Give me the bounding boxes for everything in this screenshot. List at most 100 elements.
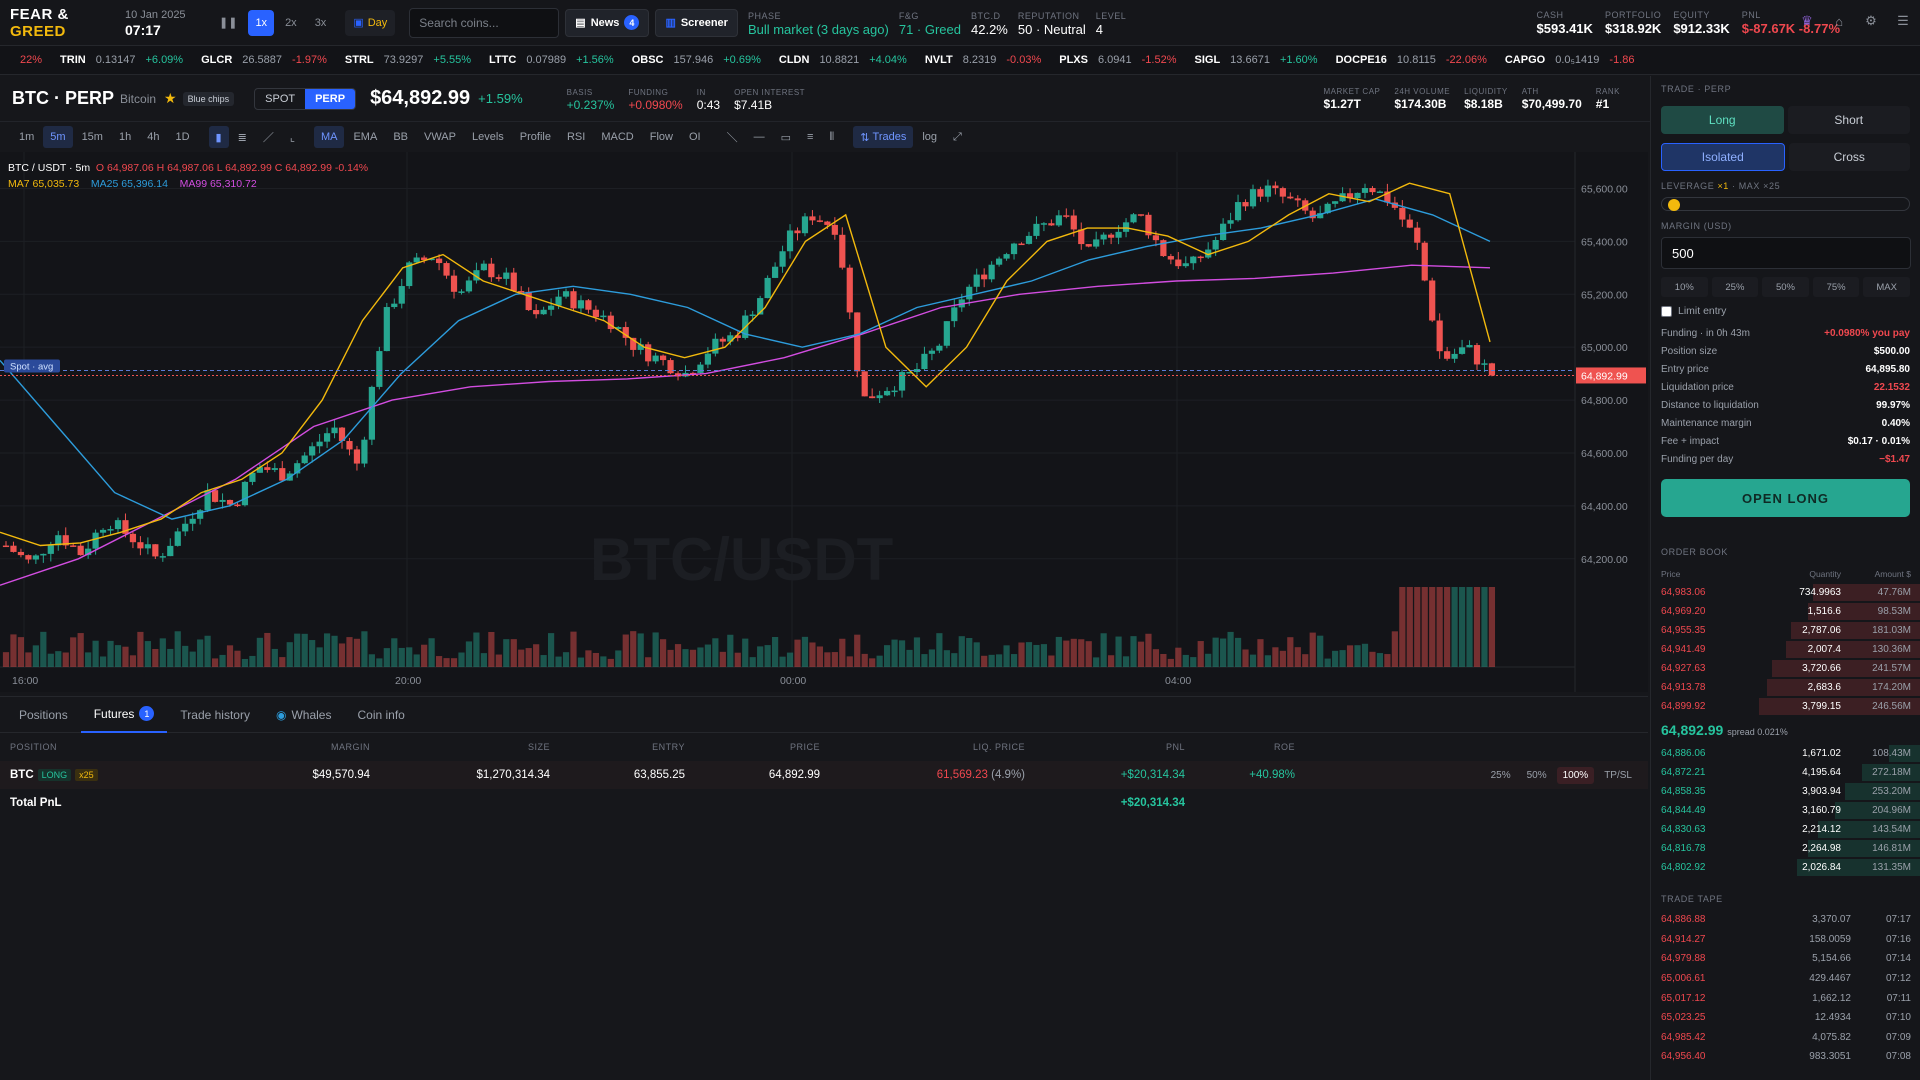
ticker-item[interactable]: LTTC 0.07989 +1.56% xyxy=(489,54,614,66)
long-button[interactable]: Long xyxy=(1661,106,1784,134)
screener-button[interactable]: ▥ Screener xyxy=(655,8,738,37)
indicator-oi[interactable]: OI xyxy=(688,131,701,143)
pause-tool-icon[interactable]: ⦀ xyxy=(829,130,835,143)
trophy-icon[interactable]: ♛ xyxy=(1801,13,1813,28)
candle-body xyxy=(757,298,764,315)
pct-75-button[interactable]: 75% xyxy=(1812,277,1860,297)
tab-positions[interactable]: Positions xyxy=(19,707,68,722)
fib-tool-icon[interactable]: ≡ xyxy=(806,131,814,143)
indicator-ema[interactable]: EMA xyxy=(353,131,378,143)
bars-icon[interactable]: ≣ xyxy=(237,131,247,144)
ticker-item[interactable]: CAPGO 0.0₅1419 -1.86 xyxy=(1504,54,1635,66)
interval-1h[interactable]: 1h xyxy=(118,131,132,143)
interval-4h[interactable]: 4h xyxy=(147,131,160,143)
indicator-vwap[interactable]: VWAP xyxy=(424,131,456,143)
close-25-button[interactable]: 25% xyxy=(1490,769,1511,781)
ticker-item[interactable]: DOCPE16 10.8115 -22.06% xyxy=(1335,54,1487,66)
tpsl-button[interactable]: TP/SL xyxy=(1604,769,1632,781)
bid-row[interactable]: 64,858.35 3,903.94 253.20M xyxy=(1651,782,1920,801)
pct-max-button[interactable]: MAX xyxy=(1863,277,1910,297)
isolated-button[interactable]: Isolated xyxy=(1661,143,1785,171)
bid-row[interactable]: 64,802.92 2,026.84 131.35M xyxy=(1651,858,1920,877)
tab-coin-info[interactable]: Coin info xyxy=(357,707,405,722)
ticker-item[interactable]: PLXS 6.0941 -1.52% xyxy=(1059,54,1177,66)
interval-15m[interactable]: 15m xyxy=(81,131,103,143)
indicator-ma[interactable]: MA xyxy=(313,126,345,148)
ask-row[interactable]: 64,969.20 1,516.6 98.53M xyxy=(1651,602,1920,621)
pct-25-button[interactable]: 25% xyxy=(1711,277,1759,297)
bank-icon[interactable]: ⌂ xyxy=(1835,13,1843,29)
pct-10-button[interactable]: 10% xyxy=(1661,277,1708,297)
ask-row[interactable]: 64,899.92 3,799.15 246.56M xyxy=(1651,697,1920,716)
cross-button[interactable]: Cross xyxy=(1788,143,1910,171)
close-100-button[interactable]: 100% xyxy=(1556,766,1595,784)
ticker-item[interactable]: TRIN 0.13147 +6.09% xyxy=(60,54,184,66)
ask-row[interactable]: 64,913.78 2,683.6 174.20M xyxy=(1651,678,1920,697)
fullscreen-icon[interactable]: ⤢ xyxy=(953,130,962,143)
rect-tool-icon[interactable]: ▭ xyxy=(780,131,791,144)
candles-icon[interactable]: ▮ xyxy=(208,126,229,148)
ticker-item[interactable]: STRL 73.9297 +5.55% xyxy=(344,54,472,66)
indicator-profile[interactable]: Profile xyxy=(519,131,551,143)
search-input[interactable] xyxy=(409,7,560,38)
area-chart-icon[interactable]: ⌞ xyxy=(289,131,295,144)
price-chart[interactable]: 65,600.00 65,400.00 65,200.00 65,000.00 64,8… xyxy=(0,152,1648,692)
ticker-item[interactable]: CLDN 10.8821 +4.04% xyxy=(778,54,907,66)
indicator-bb[interactable]: BB xyxy=(393,131,408,143)
ask-row[interactable]: 64,983.06 734.9963 47.76M xyxy=(1651,583,1920,602)
indicator-flow[interactable]: Flow xyxy=(649,131,673,143)
limit-entry-row[interactable]: Limit entry xyxy=(1661,305,1910,317)
hline-tool-icon[interactable]: — xyxy=(753,131,765,143)
day-button[interactable]: ▣ Day xyxy=(345,9,396,36)
indicator-levels[interactable]: Levels xyxy=(472,131,504,143)
bid-row[interactable]: 64,830.63 2,214.12 143.54M xyxy=(1651,820,1920,839)
indicator-macd[interactable]: MACD xyxy=(601,131,634,143)
candle-body xyxy=(951,307,958,322)
line-chart-icon[interactable]: ／ xyxy=(262,132,274,144)
perp-tab[interactable]: PERP xyxy=(305,88,356,109)
ask-row[interactable]: 64,941.49 2,007.4 130.36M xyxy=(1651,640,1920,659)
ticker-item[interactable]: NVLT 8.2319 -0.03% xyxy=(924,54,1042,66)
ticker-item[interactable]: GLCR 26.5887 -1.97% xyxy=(201,54,327,66)
pct-50-button[interactable]: 50% xyxy=(1762,277,1809,297)
star-icon[interactable]: ★ xyxy=(164,90,177,106)
short-button[interactable]: Short xyxy=(1787,106,1910,134)
open-long-button[interactable]: OPEN LONG xyxy=(1661,479,1910,517)
close-50-button[interactable]: 50% xyxy=(1526,769,1547,781)
bid-row[interactable]: 64,872.21 4,195.64 272.18M xyxy=(1651,763,1920,782)
ticker-item[interactable]: 22% xyxy=(20,54,43,66)
trades-toggle[interactable]: ⇅ Trades xyxy=(853,126,914,148)
bid-row[interactable]: 64,816.78 2,264.98 146.81M xyxy=(1651,839,1920,858)
pause-button[interactable]: ❚❚ xyxy=(219,17,238,29)
ticker-item[interactable]: OBSC 157.946 +0.69% xyxy=(631,54,761,66)
limit-entry-checkbox[interactable] xyxy=(1661,305,1672,317)
trendline-tool-icon[interactable]: ＼ xyxy=(726,132,738,144)
candle-body xyxy=(1414,227,1421,243)
settings-icon[interactable]: ⚙ xyxy=(1865,13,1877,28)
tab-trade-history[interactable]: Trade history xyxy=(180,707,250,722)
bid-row[interactable]: 64,844.49 3,160.79 204.96M xyxy=(1651,801,1920,820)
interval-1d[interactable]: 1D xyxy=(175,131,190,143)
chart-canvas[interactable]: 65,600.00 65,400.00 65,200.00 65,000.00 64,8… xyxy=(0,152,1648,692)
bid-row[interactable]: 64,886.06 1,671.02 108.43M xyxy=(1651,744,1920,763)
menu-icon[interactable]: ☰ xyxy=(1897,13,1909,28)
tab-futures[interactable]: Futures 1 xyxy=(80,697,168,733)
ask-row[interactable]: 64,955.35 2,787.06 181.03M xyxy=(1651,621,1920,640)
spot-tab[interactable]: SPOT xyxy=(265,92,296,105)
interval-1m[interactable]: 1m xyxy=(19,131,35,143)
news-button[interactable]: ▤ News 4 xyxy=(565,8,650,37)
speed-1x-button[interactable]: 1x xyxy=(248,9,275,36)
indicator-rsi[interactable]: RSI xyxy=(566,131,586,143)
speed-2x-button[interactable]: 2x xyxy=(285,16,297,29)
log-scale-toggle[interactable]: log xyxy=(922,131,938,143)
ticker-item[interactable]: SIGL 13.6671 +1.60% xyxy=(1194,54,1318,66)
leverage-slider[interactable] xyxy=(1661,197,1910,211)
interval-5m[interactable]: 5m xyxy=(43,126,73,148)
margin-input[interactable] xyxy=(1661,237,1911,269)
leverage-slider-handle[interactable] xyxy=(1668,199,1680,211)
ask-row[interactable]: 64,927.63 3,720.66 241.57M xyxy=(1651,659,1920,678)
tape-row: 64,979.88 5,154.66 07:14 xyxy=(1661,953,1911,965)
position-row-btc[interactable]: BTC LONG x25 $49,570.94 $1,270,314.34 63,8… xyxy=(0,761,1648,789)
tab-whales[interactable]: ◉ Whales xyxy=(275,707,332,722)
speed-3x-button[interactable]: 3x xyxy=(314,16,327,29)
